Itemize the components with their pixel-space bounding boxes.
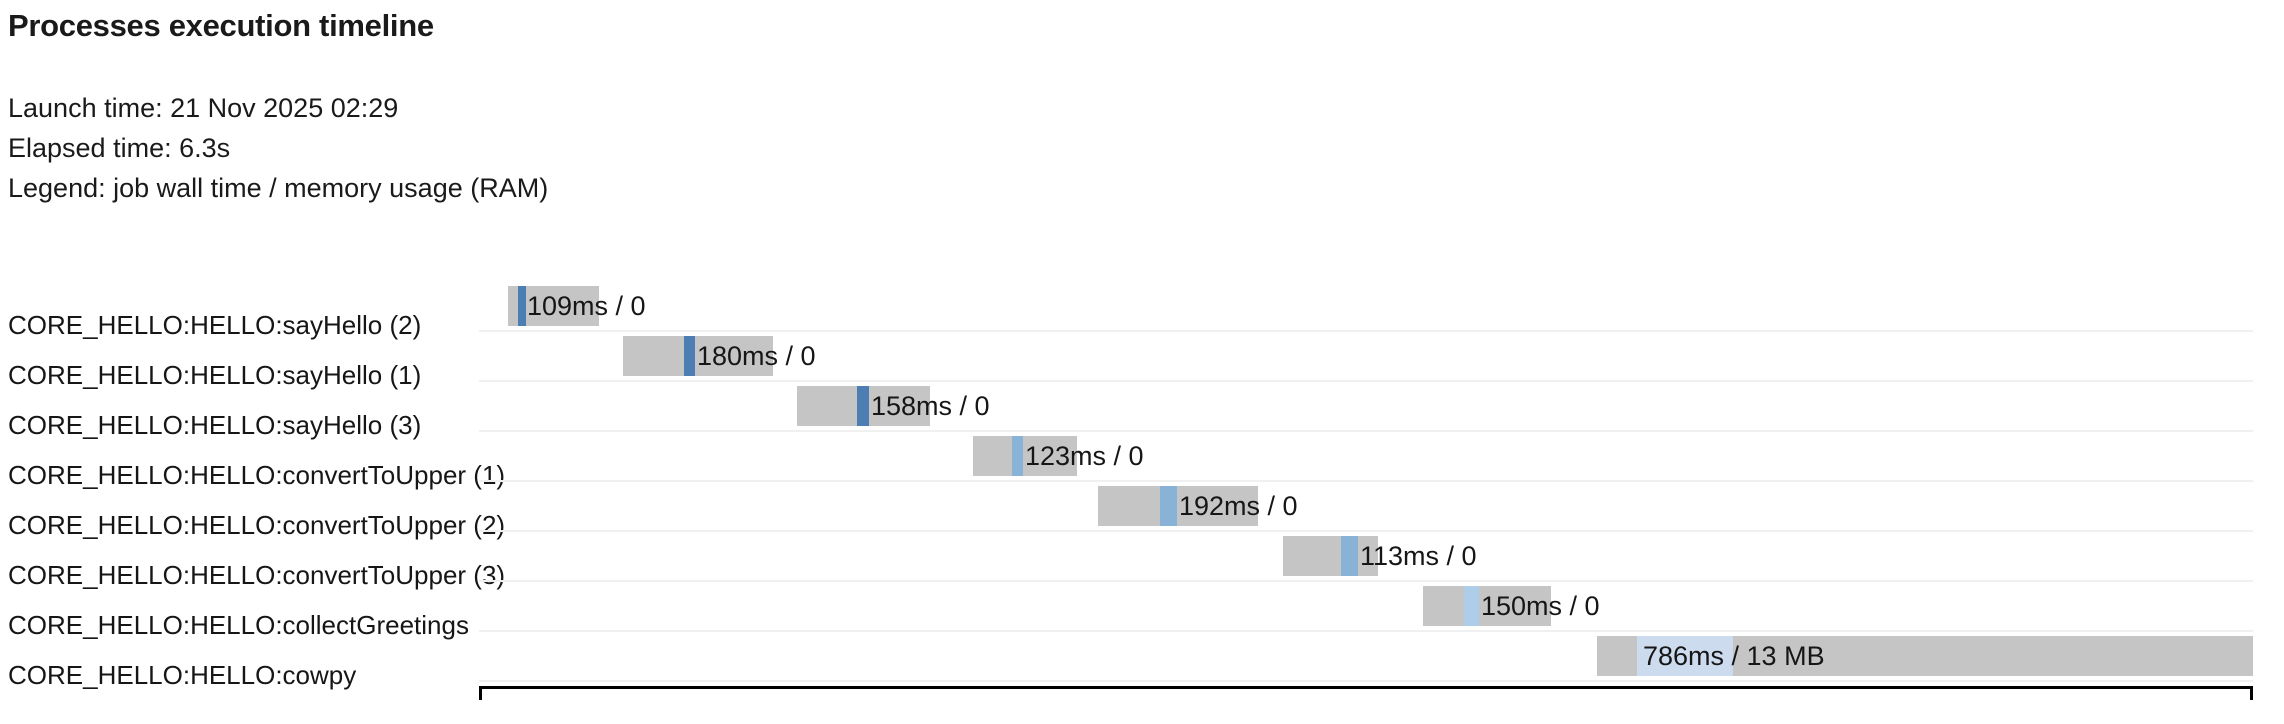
task-run-segment — [1637, 636, 1733, 676]
task-bar[interactable]: 123ms / 0 — [973, 436, 1144, 476]
task-bar[interactable]: 786ms / 13 MB — [1597, 636, 2253, 676]
task-duration-label: 786ms / 13 MB — [1643, 641, 1825, 671]
task-run-segment — [1464, 586, 1479, 626]
launch-time-text: Launch time: 21 Nov 2025 02:29 — [8, 93, 399, 123]
task-duration-label: 192ms / 0 — [1179, 491, 1298, 521]
task-bar[interactable]: 158ms / 0 — [797, 386, 990, 426]
elapsed-time-text: Elapsed time: 6.3s — [8, 133, 231, 163]
time-axis-tick-right — [2250, 686, 2253, 700]
task-run-segment — [684, 336, 695, 376]
task-run-segment — [857, 386, 869, 426]
task-name-label: CORE_HELLO:HELLO:collectGreetings — [8, 610, 469, 640]
task-run-segment — [1012, 436, 1023, 476]
task-bar[interactable]: 180ms / 0 — [623, 336, 816, 376]
row-separator — [479, 680, 2253, 682]
row-separator — [479, 380, 2253, 382]
time-axis-line — [479, 686, 2253, 689]
task-run-segment — [1160, 486, 1177, 526]
task-run-segment — [1341, 536, 1358, 576]
row-separator — [479, 430, 2253, 432]
task-name-label: CORE_HELLO:HELLO:convertToUpper (3) — [8, 560, 506, 590]
task-name-label: CORE_HELLO:HELLO:convertToUpper (2) — [8, 510, 506, 540]
task-run-segment — [518, 286, 526, 326]
task-name-label: CORE_HELLO:HELLO:convertToUpper (1) — [8, 460, 506, 490]
task-duration-label: 158ms / 0 — [871, 391, 990, 421]
row-separator — [479, 580, 2253, 582]
task-name-label: CORE_HELLO:HELLO:sayHello (1) — [8, 360, 422, 390]
task-duration-label: 113ms / 0 — [1360, 541, 1477, 571]
task-bar[interactable]: 113ms / 0 — [1283, 536, 1477, 576]
task-bar[interactable]: 150ms / 0 — [1423, 586, 1600, 626]
task-bar[interactable]: 192ms / 0 — [1098, 486, 1298, 526]
row-separator — [479, 530, 2253, 532]
task-duration-label: 180ms / 0 — [697, 341, 816, 371]
legend-text: Legend: job wall time / memory usage (RA… — [8, 173, 549, 203]
task-name-label: CORE_HELLO:HELLO:cowpy — [8, 660, 357, 690]
time-axis-tick-left — [479, 686, 482, 700]
report-info: Launch time: 21 Nov 2025 02:29 Elapsed t… — [8, 88, 548, 208]
task-duration-label: 109ms / 0 — [527, 291, 646, 321]
row-separator — [479, 330, 2253, 332]
task-name-label: CORE_HELLO:HELLO:sayHello (2) — [8, 310, 422, 340]
task-bar[interactable]: 109ms / 0 — [508, 286, 646, 326]
task-duration-label: 150ms / 0 — [1481, 591, 1600, 621]
row-separator — [479, 630, 2253, 632]
task-duration-label: 123ms / 0 — [1025, 441, 1144, 471]
page-title: Processes execution timeline — [8, 8, 434, 43]
row-separator — [479, 480, 2253, 482]
task-name-label: CORE_HELLO:HELLO:sayHello (3) — [8, 410, 422, 440]
